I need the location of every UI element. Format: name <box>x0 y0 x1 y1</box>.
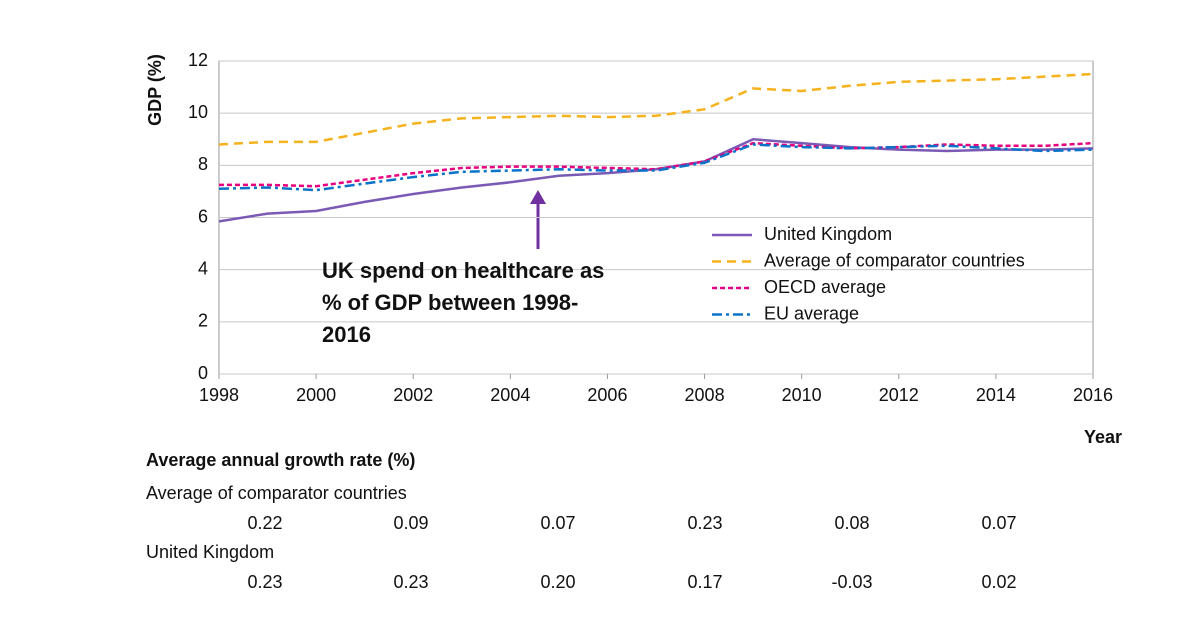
y-tick-label: 12 <box>188 50 208 70</box>
legend-label: EU average <box>764 303 859 323</box>
table-cell: 0.22 <box>247 513 282 533</box>
y-tick-label: 4 <box>198 258 208 278</box>
x-axis-label: Year <box>1084 427 1122 447</box>
annotation-text: % of GDP between 1998- <box>322 290 578 315</box>
x-tick-label: 2002 <box>393 385 433 405</box>
table-cell: 0.23 <box>247 572 282 592</box>
table-row-name: Average of comparator countries <box>146 483 407 503</box>
table-cell: 0.07 <box>540 513 575 533</box>
x-tick-label: 2004 <box>490 385 530 405</box>
table-cell: 0.07 <box>981 513 1016 533</box>
legend-label: United Kingdom <box>764 224 892 244</box>
annotation-text: 2016 <box>322 322 371 347</box>
table-title: Average annual growth rate (%) <box>146 450 415 470</box>
table-cell: 0.02 <box>981 572 1016 592</box>
series-line <box>219 141 1094 188</box>
series-line <box>218 137 1094 223</box>
x-tick-label: 2016 <box>1073 385 1113 405</box>
annotation-text: UK spend on healthcare as <box>322 258 604 283</box>
y-tick-label: 0 <box>198 363 208 383</box>
table-cell: 0.09 <box>393 513 428 533</box>
x-tick-label: 2006 <box>587 385 627 405</box>
y-tick-label: 6 <box>198 206 208 226</box>
y-tick-label: 10 <box>188 102 208 122</box>
x-tick-label: 2008 <box>685 385 725 405</box>
y-tick-label: 8 <box>198 154 208 174</box>
table-cell: 0.08 <box>834 513 869 533</box>
series-line <box>218 72 1094 146</box>
x-tick-label: 2010 <box>782 385 822 405</box>
annotation-arrowhead <box>530 190 546 204</box>
x-tick-label: 1998 <box>199 385 239 405</box>
table-cell: 0.17 <box>687 572 722 592</box>
table-cell: 0.23 <box>687 513 722 533</box>
legend-label: Average of comparator countries <box>764 250 1025 270</box>
x-tick-label: 2000 <box>296 385 336 405</box>
y-axis-label: GDP (%) <box>145 54 165 126</box>
y-tick-label: 2 <box>198 311 208 331</box>
legend-label: OECD average <box>764 277 886 297</box>
x-tick-label: 2012 <box>879 385 919 405</box>
x-tick-label: 2014 <box>976 385 1016 405</box>
table-cell: -0.03 <box>831 572 872 592</box>
table-cell: 0.20 <box>540 572 575 592</box>
table-cell: 0.23 <box>393 572 428 592</box>
table-row-name: United Kingdom <box>146 542 274 562</box>
